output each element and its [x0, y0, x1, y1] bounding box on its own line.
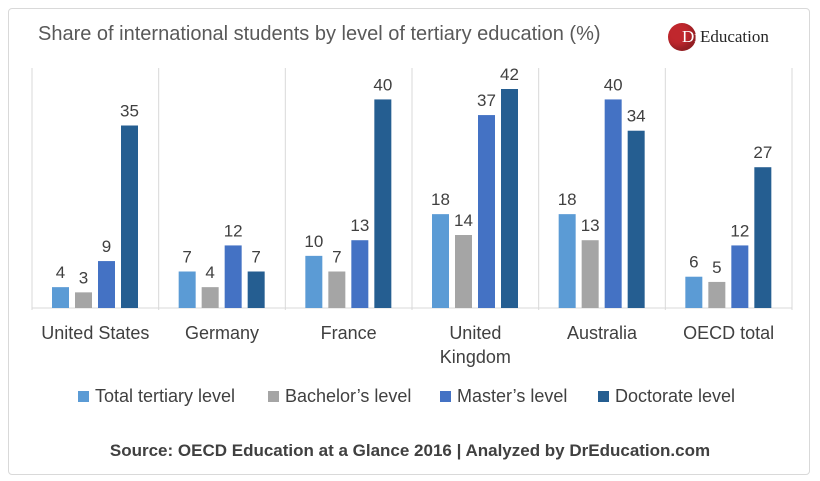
data-label: 27	[753, 143, 772, 162]
chart-frame	[8, 8, 810, 475]
bar	[351, 240, 369, 308]
chart-title: Share of international students by level…	[38, 23, 601, 45]
data-label: 12	[224, 221, 243, 240]
logo-mark: Dr	[682, 27, 700, 46]
data-label: 13	[581, 216, 600, 235]
bar	[685, 276, 703, 308]
bar	[627, 130, 645, 308]
data-label: 40	[373, 75, 392, 94]
bar	[581, 240, 599, 308]
data-label: 34	[627, 107, 646, 126]
legend-label: Total tertiary level	[95, 386, 236, 406]
category-label: United	[449, 323, 501, 343]
data-label: 3	[79, 268, 88, 287]
data-label: 18	[431, 190, 450, 209]
data-label: 5	[712, 258, 721, 277]
data-label: 12	[730, 221, 749, 240]
logo-circle-icon	[668, 23, 696, 51]
data-label: 4	[56, 263, 65, 282]
bar	[52, 287, 69, 308]
bar	[178, 271, 196, 308]
data-label: 35	[120, 102, 139, 121]
bar	[501, 89, 518, 308]
bar	[201, 287, 219, 308]
bar	[604, 99, 622, 308]
legend-item: Total tertiary level	[78, 386, 235, 407]
legend-swatch	[78, 391, 89, 402]
bar	[731, 245, 749, 308]
bar	[432, 214, 449, 308]
bar	[478, 115, 495, 308]
bar	[121, 125, 138, 308]
data-label: 6	[689, 253, 698, 272]
bar	[224, 245, 242, 308]
data-label: 42	[500, 65, 519, 84]
category-label: Germany	[185, 323, 259, 343]
data-label: 9	[102, 237, 111, 256]
data-label: 37	[477, 91, 496, 110]
bar	[374, 99, 392, 308]
bar	[455, 235, 472, 308]
legend-swatch	[268, 391, 279, 402]
data-label: 4	[205, 263, 214, 282]
data-label: 7	[251, 248, 260, 267]
legend-item: Doctorate level	[598, 386, 735, 407]
bar	[98, 261, 115, 308]
bar	[305, 255, 323, 308]
legend-item: Master’s level	[440, 386, 567, 407]
data-label: 7	[332, 248, 341, 267]
data-label: 10	[304, 232, 323, 251]
bar	[558, 214, 576, 308]
dreducation-logo: DrEducation	[668, 22, 769, 52]
data-label: 13	[350, 216, 369, 235]
bar	[328, 271, 346, 308]
legend-swatch	[598, 391, 609, 402]
legend-swatch	[440, 391, 451, 402]
bar	[754, 167, 772, 308]
logo-text: DrEducation	[682, 27, 769, 47]
legend-label: Doctorate level	[615, 386, 736, 406]
data-label: 40	[604, 75, 623, 94]
bar	[247, 271, 265, 308]
category-label: France	[321, 323, 377, 343]
data-label: 7	[182, 248, 191, 267]
legend-item: Bachelor’s level	[268, 386, 411, 407]
legend-label: Master’s level	[457, 386, 568, 406]
source-note: Source: OECD Education at a Glance 2016 …	[109, 441, 711, 460]
category-label: OECD total	[683, 323, 774, 343]
data-label: 14	[454, 211, 473, 230]
bar	[75, 292, 92, 308]
legend-label: Bachelor’s level	[285, 386, 412, 406]
category-label: Australia	[567, 323, 638, 343]
data-label: 18	[558, 190, 577, 209]
logo-word: Education	[699, 27, 769, 46]
category-label: Kingdom	[440, 347, 511, 367]
category-label: United States	[41, 323, 149, 343]
bar	[708, 281, 726, 308]
chart-legend: Total tertiary level Bachelor’s level Mast…	[0, 386, 820, 410]
